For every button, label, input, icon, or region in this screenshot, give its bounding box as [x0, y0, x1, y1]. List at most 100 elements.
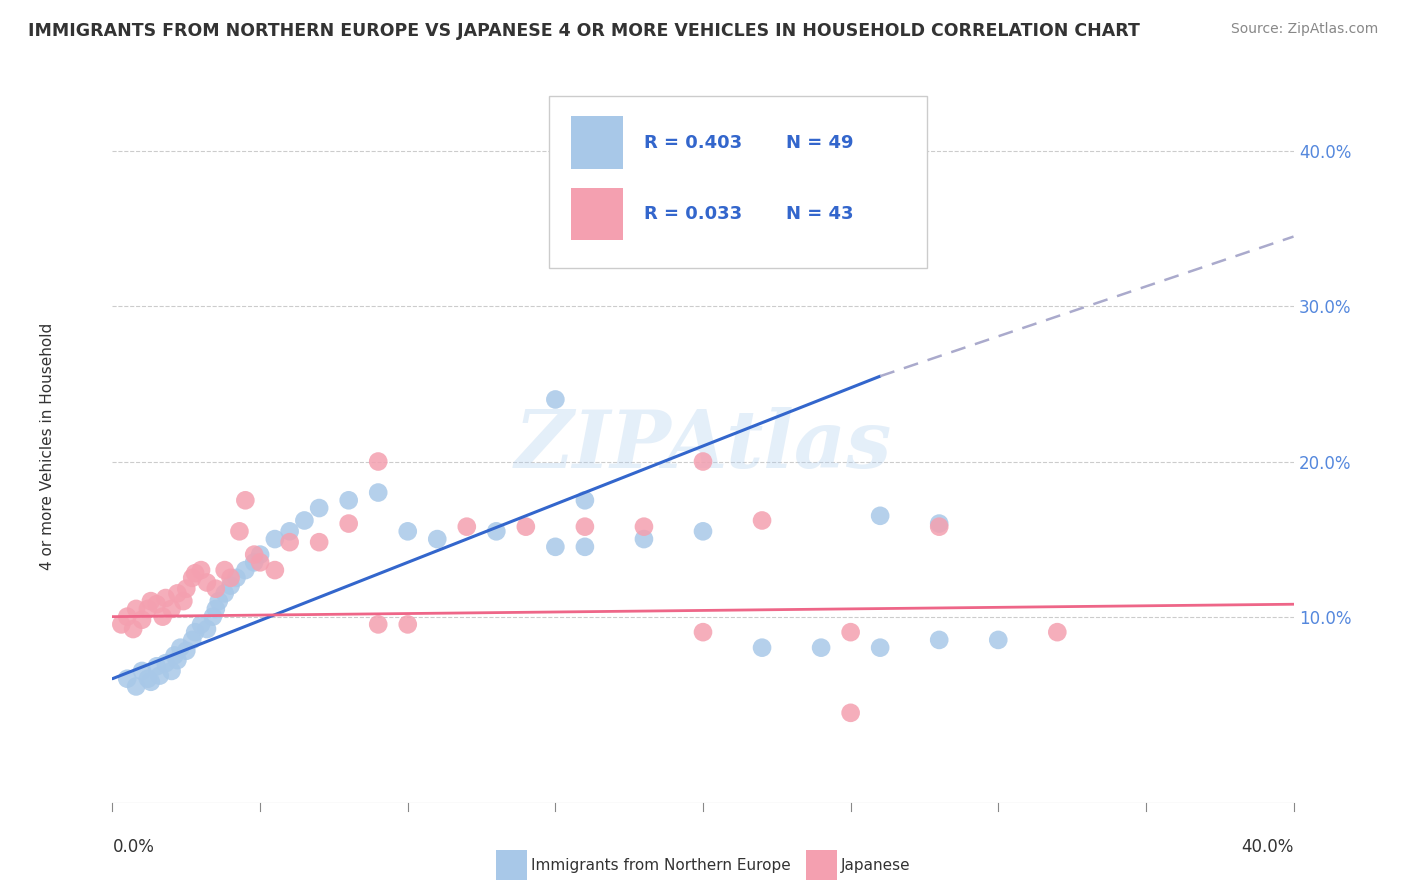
Point	[174, 644, 197, 658]
Point	[184, 625, 207, 640]
Point	[869, 508, 891, 523]
Point	[131, 664, 153, 678]
Text: IMMIGRANTS FROM NORTHERN EUROPE VS JAPANESE 4 OR MORE VEHICLES IN HOUSEHOLD CORR: IMMIGRANTS FROM NORTHERN EUROPE VS JAPAN…	[28, 22, 1140, 40]
Point	[208, 594, 231, 608]
Point	[249, 555, 271, 569]
Point	[219, 579, 242, 593]
Point	[928, 516, 950, 531]
Point	[190, 563, 212, 577]
Point	[125, 602, 148, 616]
Point	[195, 575, 218, 590]
Point	[233, 493, 256, 508]
Point	[243, 555, 266, 569]
Point	[396, 524, 419, 539]
Point	[146, 659, 169, 673]
Point	[751, 513, 773, 527]
Text: 40.0%: 40.0%	[1241, 838, 1294, 856]
Point	[122, 622, 145, 636]
Text: Immigrants from Northern Europe: Immigrants from Northern Europe	[531, 858, 792, 872]
Point	[172, 594, 194, 608]
Point	[839, 706, 862, 720]
Point	[155, 656, 177, 670]
FancyBboxPatch shape	[571, 187, 623, 241]
Point	[1046, 625, 1069, 640]
Point	[574, 519, 596, 533]
Point	[136, 672, 159, 686]
Point	[149, 668, 172, 682]
Point	[249, 548, 271, 562]
Text: R = 0.033: R = 0.033	[644, 205, 742, 223]
Point	[292, 513, 315, 527]
Point	[181, 571, 204, 585]
Point	[125, 680, 148, 694]
Point	[544, 392, 567, 407]
Point	[928, 632, 950, 647]
Point	[692, 625, 714, 640]
Point	[337, 516, 360, 531]
Point	[219, 571, 242, 585]
Point	[169, 640, 191, 655]
Point	[146, 597, 169, 611]
Point	[633, 532, 655, 546]
Point	[367, 617, 389, 632]
Point	[160, 664, 183, 678]
Point	[810, 640, 832, 655]
Point	[426, 532, 449, 546]
Point	[337, 493, 360, 508]
Point	[139, 674, 162, 689]
Point	[485, 524, 508, 539]
Point	[195, 622, 218, 636]
Point	[214, 586, 236, 600]
Point	[928, 519, 950, 533]
Point	[163, 648, 186, 663]
Point	[396, 617, 419, 632]
Text: Source: ZipAtlas.com: Source: ZipAtlas.com	[1230, 22, 1378, 37]
Point	[174, 582, 197, 596]
Point	[692, 524, 714, 539]
Point	[308, 535, 330, 549]
Point	[869, 640, 891, 655]
Text: N = 43: N = 43	[786, 205, 853, 223]
Point	[839, 625, 862, 640]
Point	[139, 594, 162, 608]
Point	[515, 519, 537, 533]
Point	[136, 602, 159, 616]
Point	[225, 571, 247, 585]
Point	[117, 609, 138, 624]
Point	[574, 540, 596, 554]
Point	[181, 632, 204, 647]
Point	[751, 640, 773, 655]
Point	[367, 454, 389, 468]
Point	[166, 586, 188, 600]
Point	[205, 602, 228, 616]
Point	[544, 540, 567, 554]
Point	[633, 519, 655, 533]
Point	[166, 653, 188, 667]
Text: R = 0.403: R = 0.403	[644, 134, 742, 152]
Point	[228, 524, 250, 539]
Text: 4 or more Vehicles in Household: 4 or more Vehicles in Household	[39, 322, 55, 570]
Point	[160, 602, 183, 616]
Point	[214, 563, 236, 577]
Text: Japanese: Japanese	[841, 858, 911, 872]
Point	[205, 582, 228, 596]
Point	[131, 613, 153, 627]
Point	[190, 617, 212, 632]
FancyBboxPatch shape	[550, 96, 928, 268]
Point	[117, 672, 138, 686]
Point	[692, 454, 714, 468]
Point	[152, 609, 174, 624]
Point	[264, 563, 287, 577]
Point	[367, 485, 389, 500]
Point	[264, 532, 287, 546]
Point	[233, 563, 256, 577]
Text: ZIPAtlas: ZIPAtlas	[515, 408, 891, 484]
Point	[456, 519, 478, 533]
Text: N = 49: N = 49	[786, 134, 853, 152]
Point	[574, 493, 596, 508]
Point	[662, 175, 685, 189]
Point	[987, 632, 1010, 647]
Point	[278, 535, 301, 549]
Point	[243, 548, 266, 562]
Point	[110, 617, 132, 632]
